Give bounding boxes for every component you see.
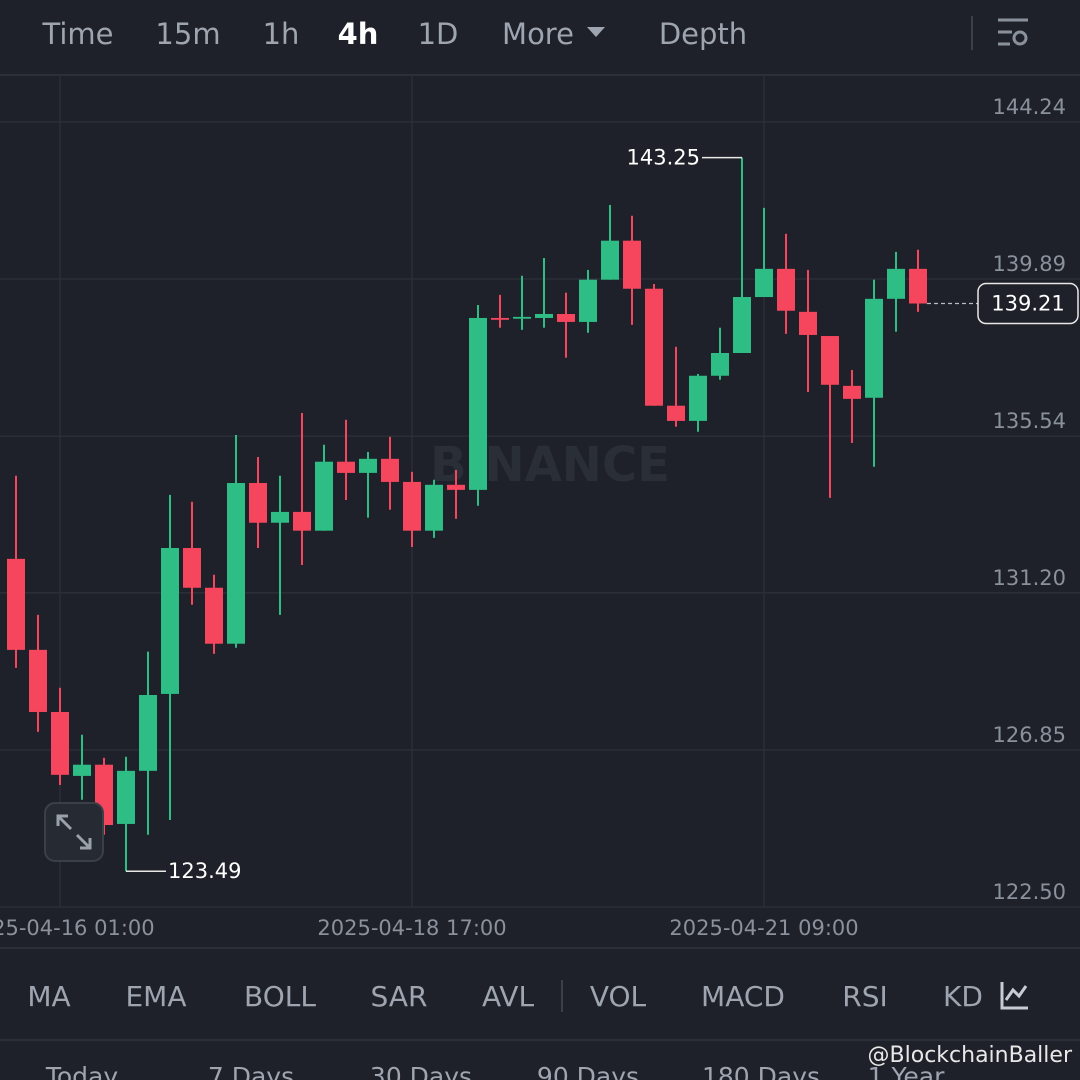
last-price-label: 139.21 xyxy=(991,292,1064,316)
candle-body xyxy=(117,770,135,824)
indicator[interactable]: EMA xyxy=(125,980,186,1013)
candle-body xyxy=(29,649,47,712)
candle-body xyxy=(777,268,795,311)
low-label: 123.49 xyxy=(168,859,241,883)
x-tick-label: 2025-04-16 01:00 xyxy=(0,916,155,940)
indicator[interactable]: MA xyxy=(27,980,70,1013)
candle-body xyxy=(315,461,333,531)
y-tick-label: 144.24 xyxy=(993,95,1066,119)
candle-body xyxy=(337,461,355,473)
indicator[interactable]: SAR xyxy=(371,980,428,1013)
candle-body xyxy=(909,268,927,304)
candle-body xyxy=(73,764,91,776)
candle-body xyxy=(887,268,905,299)
y-tick-label: 131.20 xyxy=(993,566,1066,590)
y-tick-label: 139.89 xyxy=(993,252,1066,276)
candle-body xyxy=(51,711,69,775)
expand-button[interactable] xyxy=(44,802,104,862)
candle-body xyxy=(513,316,531,319)
high-label: 143.25 xyxy=(627,146,700,170)
x-tick-label: 2025-04-18 17:00 xyxy=(317,916,506,940)
indicator[interactable]: AVL xyxy=(482,980,535,1013)
tab[interactable]: 1D xyxy=(418,17,459,51)
tab[interactable]: 1h xyxy=(263,17,300,51)
candle-body xyxy=(579,279,597,322)
candle-body xyxy=(381,458,399,482)
candle-body xyxy=(821,336,839,385)
candle-body xyxy=(249,483,267,523)
dropdown-arrow xyxy=(587,27,605,37)
indicator[interactable]: KD xyxy=(943,980,983,1013)
y-tick-label: 122.50 xyxy=(993,880,1066,904)
candle-body xyxy=(623,240,641,289)
settings-icon[interactable] xyxy=(998,18,1028,46)
range-tab[interactable]: 90 Days xyxy=(537,1062,639,1080)
last-price-box xyxy=(977,282,1079,325)
candle-body xyxy=(755,268,773,298)
candle-body xyxy=(447,484,465,490)
range-tab[interactable]: 1 Year xyxy=(868,1062,946,1080)
candle-body xyxy=(865,298,883,398)
candle-body xyxy=(535,313,553,318)
candle-body xyxy=(293,511,311,531)
candle-body xyxy=(7,558,25,650)
candle-body xyxy=(183,548,201,588)
tab[interactable]: Depth xyxy=(659,17,747,51)
candle-body xyxy=(733,297,751,353)
range-tab[interactable]: Today xyxy=(45,1062,119,1080)
range-tab[interactable]: 30 Days xyxy=(370,1062,472,1080)
indicator-settings-icon[interactable] xyxy=(1000,982,1028,1010)
candle-body xyxy=(843,385,861,399)
tab[interactable]: More xyxy=(502,17,574,51)
indicator[interactable]: VOL xyxy=(590,980,647,1013)
watermark: BINANCE xyxy=(430,437,670,493)
candle-body xyxy=(425,484,443,531)
candle-body xyxy=(403,481,421,531)
candle-body xyxy=(359,458,377,473)
indicator[interactable]: RSI xyxy=(842,980,888,1013)
indicator[interactable]: BOLL xyxy=(244,980,316,1013)
candle-body xyxy=(667,405,685,421)
candle-body xyxy=(161,548,179,694)
candle-body xyxy=(645,288,663,406)
candle-body xyxy=(601,240,619,280)
range-tab[interactable]: 7 Days xyxy=(208,1062,294,1080)
candle-body xyxy=(491,317,509,320)
range-tab[interactable]: 180 Days xyxy=(702,1062,820,1080)
y-tick-label: 135.54 xyxy=(993,409,1066,433)
candle-body xyxy=(711,353,729,376)
tab[interactable]: 15m xyxy=(155,17,220,51)
candle-body xyxy=(139,695,157,771)
candle-body xyxy=(227,483,245,644)
x-tick-label: 2025-04-21 09:00 xyxy=(669,916,858,940)
y-tick-label: 126.85 xyxy=(993,723,1066,747)
expand-icon xyxy=(56,814,92,850)
candle-body xyxy=(799,311,817,335)
tab[interactable]: Time xyxy=(42,17,114,51)
candle-body xyxy=(469,317,487,490)
candle-body xyxy=(205,587,223,644)
candle-body xyxy=(557,313,575,322)
credit: @BlockchainBaller xyxy=(868,1043,1073,1068)
candle-body xyxy=(689,375,707,421)
candle-body xyxy=(271,511,289,523)
tab[interactable]: 4h xyxy=(338,17,379,51)
indicator[interactable]: MACD xyxy=(701,980,785,1013)
